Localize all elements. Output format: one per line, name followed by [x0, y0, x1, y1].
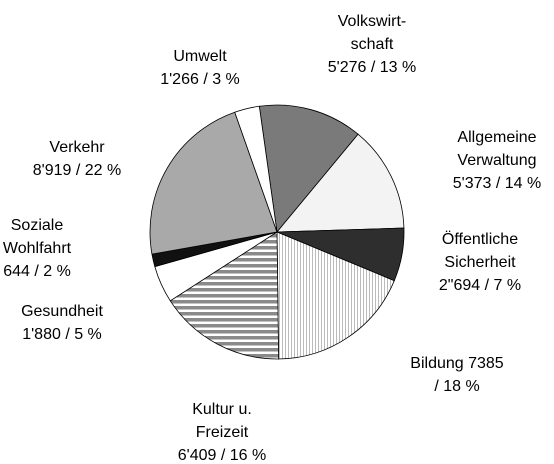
- slice-label: Verkehr: [49, 139, 105, 156]
- slice-label: Soziale: [11, 217, 64, 234]
- slice-label: 6'409 / 16 %: [178, 447, 266, 464]
- slice-label: 8'919 / 22 %: [33, 162, 121, 179]
- pie-slice: [276, 133, 405, 233]
- slice-label: 1'266 / 3 %: [160, 71, 240, 88]
- slice-label: / 18 %: [434, 378, 479, 395]
- pie-slice: [149, 111, 278, 255]
- slice-label: Bildung 7385: [410, 355, 504, 372]
- slice-label: Freizeit: [196, 424, 249, 441]
- slice-label: 1'880 / 5 %: [22, 326, 102, 343]
- pie-slice: [169, 231, 280, 360]
- slice-label: 5'276 / 13 %: [328, 59, 416, 76]
- slice-label: Gesundheit: [21, 303, 103, 320]
- slice-label: 5'373 / 14 %: [453, 175, 541, 192]
- slice-label: Wohlfahrt: [3, 240, 72, 257]
- pie-slice: [276, 231, 395, 360]
- slice-label: Sicherheit: [444, 254, 516, 271]
- slice-label: Allgemeine: [457, 129, 536, 146]
- pie-slice: [258, 104, 359, 233]
- slice-label: Kultur u.: [192, 401, 252, 418]
- slice-label: schaft: [351, 36, 394, 53]
- slice-label: Öffentliche: [442, 230, 518, 248]
- slice-label: Volkswirt-: [338, 13, 406, 30]
- slice-label: 2"694 / 7 %: [439, 277, 521, 294]
- slice-label: Umwelt: [173, 48, 227, 65]
- slice-label: 644 / 2 %: [3, 263, 71, 280]
- pie-slice: [234, 105, 278, 233]
- slice-label: Verwaltung: [457, 152, 536, 169]
